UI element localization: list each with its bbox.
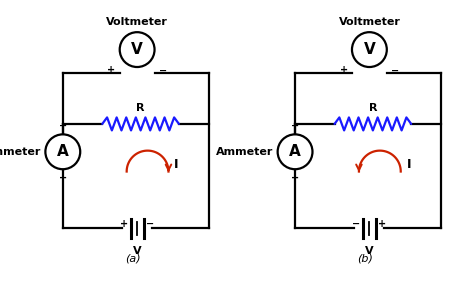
Text: R: R (137, 103, 145, 113)
Text: +: + (340, 66, 348, 76)
Text: A: A (289, 144, 301, 159)
Text: +: + (378, 219, 386, 229)
Text: +: + (108, 66, 116, 76)
Text: Ammeter: Ammeter (216, 147, 273, 157)
Text: V: V (364, 42, 375, 57)
Text: Voltmeter: Voltmeter (338, 17, 401, 27)
Text: R: R (369, 103, 377, 113)
Text: Ammeter: Ammeter (0, 147, 41, 157)
Text: +: + (291, 173, 299, 183)
Text: +: + (59, 173, 67, 183)
Text: I: I (174, 158, 179, 171)
Circle shape (352, 32, 387, 67)
Text: −: − (352, 219, 360, 229)
Text: Voltmeter: Voltmeter (106, 17, 168, 27)
Text: V: V (131, 42, 143, 57)
Text: −: − (291, 121, 299, 131)
Text: −: − (59, 121, 67, 131)
Circle shape (120, 32, 155, 67)
Text: V: V (133, 246, 141, 256)
Text: +: + (120, 219, 128, 229)
Text: I: I (407, 158, 411, 171)
Text: −: − (159, 66, 167, 76)
Text: V: V (365, 246, 374, 256)
Text: A: A (57, 144, 69, 159)
Text: (a): (a) (125, 253, 140, 263)
Text: −: − (391, 66, 399, 76)
Circle shape (46, 134, 80, 169)
Text: (b): (b) (357, 253, 373, 263)
Circle shape (278, 134, 312, 169)
Text: −: − (146, 219, 154, 229)
